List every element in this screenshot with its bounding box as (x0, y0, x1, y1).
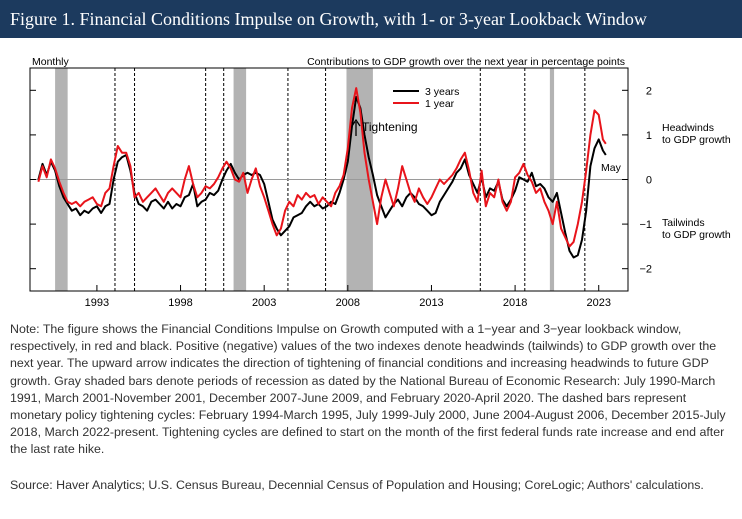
y-tick-label: −2 (639, 264, 652, 276)
figure-note: Note: The figure shows the Financial Con… (10, 322, 726, 457)
y-tick-label: 0 (646, 175, 652, 187)
series-line-3-years (37, 96, 607, 259)
legend-label: 1 year (425, 98, 455, 110)
legend-label: 3 years (425, 86, 459, 98)
y-axis-title: Contributions to GDP growth over the nex… (307, 56, 625, 68)
y-tick-label: −1 (639, 219, 652, 231)
chart: 2 1 0 −1 −2 1993 1998 2003 2008 2013 2018 2023 Month… (29, 56, 731, 309)
tailwinds-label: Tailwinds to GDP growth (662, 217, 731, 241)
y-tick-label: 1 (646, 130, 652, 142)
figure-source: Source: Haver Analytics; U.S. Census Bur… (10, 478, 704, 492)
x-tick-label: 2008 (336, 297, 360, 309)
x-tick-label: 1993 (85, 297, 109, 309)
figure-header: Figure 1. Financial Conditions Impulse o… (0, 0, 742, 38)
figure-title: Figure 1. Financial Conditions Impulse o… (10, 9, 647, 29)
headwinds-label: Headwinds to GDP growth (662, 122, 731, 146)
tightening-label: Tightening (362, 120, 418, 134)
tightening-arrow-head (351, 118, 361, 127)
x-tick-label: 2003 (252, 297, 276, 309)
x-tick-label: 2013 (419, 297, 443, 309)
frequency-label: Monthly (32, 56, 70, 68)
y-tick-label: 2 (646, 85, 652, 97)
x-tick-label: 1998 (168, 297, 192, 309)
series-line-1-year (37, 87, 607, 248)
x-tick-label: 2023 (586, 297, 610, 309)
last-observation-label: May (601, 162, 622, 174)
x-tick-label: 2018 (503, 297, 527, 309)
